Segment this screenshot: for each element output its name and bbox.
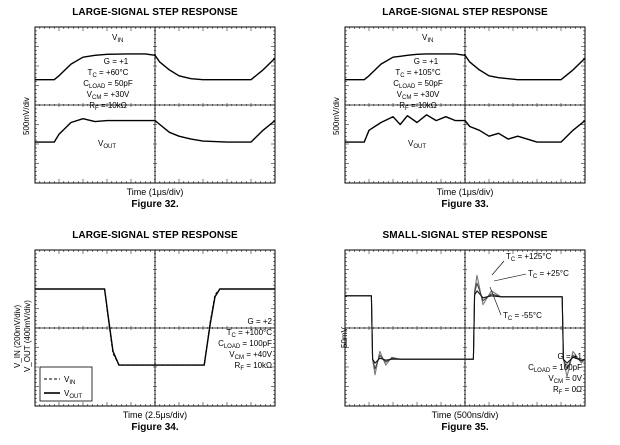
x-axis-label: Time (1μs/div) bbox=[126, 187, 184, 197]
x-axis-label: Time (500ns/div) bbox=[431, 410, 499, 420]
condition-label: CLOAD = 50pF bbox=[393, 79, 443, 90]
condition-label: G = +2 bbox=[248, 317, 273, 326]
condition-label: G = +1 bbox=[558, 352, 583, 361]
temperature-annotation: TC = +125°C bbox=[506, 252, 552, 263]
condition-label: TC = +60°C bbox=[88, 68, 129, 79]
figure-caption: Figure 35. bbox=[441, 422, 489, 433]
trace-label-vin: VIN bbox=[112, 33, 123, 44]
figure-caption: Figure 33. bbox=[441, 199, 489, 210]
condition-label: VCM = +30V bbox=[397, 90, 440, 101]
condition-label: RF = 0Ω bbox=[553, 385, 582, 396]
temperature-annotation: TC = +25°C bbox=[528, 269, 569, 280]
series-line-t-c-55-c bbox=[345, 290, 586, 364]
condition-label: VCM = +40V bbox=[229, 350, 272, 361]
annotation-leader bbox=[489, 286, 502, 316]
legend-label-vin: VIN bbox=[64, 375, 75, 386]
chart-title: LARGE-SIGNAL STEP RESPONSE bbox=[72, 230, 238, 241]
series-line-t-c-25-c bbox=[345, 282, 586, 370]
condition-label: CLOAD = 100pF bbox=[218, 339, 272, 350]
figure-32-panel: LARGE-SIGNAL STEP RESPONSE 500mV/div VIN… bbox=[0, 0, 310, 222]
condition-label: TC = +100°C bbox=[227, 328, 273, 339]
legend: VIN VOUT bbox=[39, 366, 93, 402]
condition-label: VCM = 0V bbox=[548, 374, 582, 385]
condition-label: VCM = +30V bbox=[87, 90, 130, 101]
series-line-v-in bbox=[345, 53, 586, 81]
trace-label-vin: VIN bbox=[422, 33, 433, 44]
series-line-v-out bbox=[35, 118, 276, 143]
condition-label: CLOAD = 50pF bbox=[83, 79, 133, 90]
chart-title: SMALL-SIGNAL STEP RESPONSE bbox=[382, 230, 548, 241]
figure-33-panel: LARGE-SIGNAL STEP RESPONSE 500mV/div VIN… bbox=[310, 0, 620, 222]
series-line-v-out bbox=[35, 288, 275, 366]
legend-label-vout: VOUT bbox=[64, 389, 82, 400]
figure-35-panel: SMALL-SIGNAL STEP RESPONSE 50mV G = +1 CL… bbox=[310, 223, 620, 445]
condition-label: RF = 10kΩ bbox=[235, 361, 272, 372]
condition-label: RF = 10kΩ bbox=[89, 101, 126, 112]
annotation-leader bbox=[493, 273, 527, 282]
trace-label-vout: VOUT bbox=[408, 139, 426, 150]
figure-34-panel: LARGE-SIGNAL STEP RESPONSE V_IN (200mV/d… bbox=[0, 223, 310, 445]
figure-caption: Figure 32. bbox=[131, 199, 179, 210]
trace-label-vout: VOUT bbox=[98, 139, 116, 150]
condition-label: G = +1 bbox=[414, 57, 439, 66]
condition-label: CLOAD = 100pF bbox=[528, 363, 582, 374]
condition-label: RF = 10kΩ bbox=[399, 101, 436, 112]
condition-label: G = +1 bbox=[104, 57, 129, 66]
series-line-t-c-125-c bbox=[345, 274, 586, 378]
series-line-v-out bbox=[345, 114, 586, 143]
x-axis-label: Time (2.5μs/div) bbox=[122, 410, 188, 420]
chart-title: LARGE-SIGNAL STEP RESPONSE bbox=[72, 7, 238, 18]
legend-box bbox=[39, 366, 93, 402]
annotation-leader bbox=[491, 260, 505, 276]
temperature-annotation: TC = -55°C bbox=[503, 311, 542, 322]
series-line-v-in bbox=[35, 53, 276, 81]
figure-caption: Figure 34. bbox=[131, 422, 179, 433]
x-axis-label: Time (1μs/div) bbox=[436, 187, 494, 197]
condition-label: TC = +105°C bbox=[395, 68, 441, 79]
chart-title: LARGE-SIGNAL STEP RESPONSE bbox=[382, 7, 548, 18]
